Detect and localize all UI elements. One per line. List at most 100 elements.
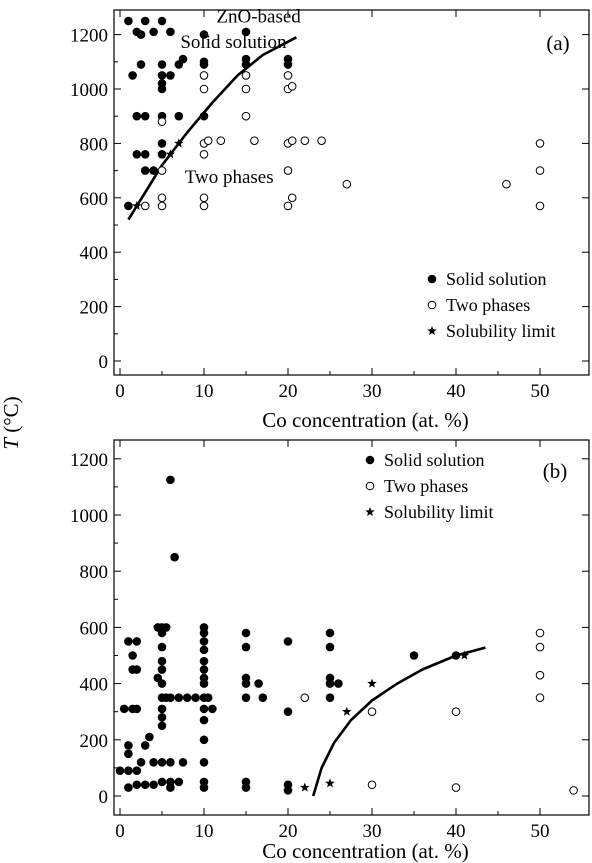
x-tick-label: 20 — [279, 381, 298, 402]
x-axis-label: Co concentration (at. %) — [262, 839, 468, 863]
series-solid-solution — [124, 16, 293, 211]
data-point — [136, 757, 146, 767]
x-tick-label: 30 — [363, 821, 382, 842]
data-point — [241, 71, 251, 80]
data-point — [132, 665, 142, 674]
data-point — [157, 117, 167, 126]
data-point — [174, 693, 184, 702]
data-point — [140, 201, 150, 211]
data-point — [203, 136, 213, 145]
legend-marker — [427, 274, 437, 284]
legend-label: Solubility limit — [384, 502, 494, 522]
data-point — [287, 193, 297, 203]
data-point — [199, 201, 209, 211]
data-point — [325, 679, 335, 688]
data-point — [199, 60, 209, 69]
data-point — [157, 139, 167, 148]
y-tick-label: 400 — [80, 675, 109, 696]
data-point — [241, 628, 251, 638]
x-tick-label: 10 — [195, 381, 214, 402]
legend-marker — [365, 455, 375, 465]
data-point — [342, 179, 352, 189]
data-point — [241, 693, 251, 702]
data-point — [199, 71, 209, 80]
data-point — [166, 71, 175, 80]
data-point — [115, 766, 125, 776]
series-solubility-limit — [300, 650, 470, 792]
data-point — [241, 60, 251, 69]
data-point — [241, 642, 251, 652]
data-point — [136, 60, 146, 69]
data-point — [199, 628, 209, 638]
solubility-fit-curve — [311, 646, 486, 797]
x-tick-label: 40 — [447, 821, 466, 842]
data-point — [367, 780, 377, 790]
data-point — [124, 766, 133, 776]
data-point — [317, 136, 326, 145]
data-point — [140, 111, 150, 121]
x-tick-label: 20 — [279, 821, 298, 842]
data-point — [165, 149, 176, 159]
shared-y-axis-label: T (°C) — [0, 396, 23, 449]
data-point — [325, 778, 335, 788]
data-point — [128, 71, 137, 80]
x-axis-label: Co concentration (at. %) — [262, 408, 468, 432]
data-point — [124, 783, 133, 792]
x-tick-label: 40 — [447, 381, 466, 402]
data-point — [157, 60, 167, 69]
data-point — [199, 84, 209, 94]
data-point — [157, 201, 167, 211]
data-point — [199, 704, 209, 714]
legend-label: Two phases — [384, 476, 468, 496]
chart-annotation: ZnO-based — [216, 6, 301, 27]
series-two-phases — [140, 71, 545, 211]
panel-a: 0 10 20 30 40 50 0 200 400 600 800 1000 1200 Co conce… — [70, 6, 590, 432]
data-point — [283, 707, 293, 716]
data-point — [409, 651, 419, 660]
data-point — [132, 766, 142, 776]
data-point — [241, 84, 251, 94]
data-point — [300, 782, 310, 792]
data-point — [157, 84, 167, 94]
data-point — [132, 637, 142, 646]
data-point — [203, 693, 213, 702]
data-point — [174, 138, 184, 148]
data-point — [241, 27, 251, 37]
data-point — [325, 693, 335, 702]
data-point — [199, 715, 209, 725]
data-point — [132, 111, 142, 121]
data-point — [535, 642, 545, 652]
data-point — [178, 54, 188, 64]
data-point — [140, 149, 150, 159]
data-point — [283, 201, 293, 211]
data-point — [136, 30, 146, 39]
data-point — [199, 645, 209, 655]
data-point — [157, 665, 167, 674]
legend-label: Solid solution — [384, 450, 485, 470]
data-point — [569, 786, 578, 795]
data-point — [258, 693, 268, 702]
panel-b: 0 10 20 30 40 50 0 200 400 600 800 1000 1200 Co conce… — [70, 439, 590, 863]
y-tick-label: 200 — [80, 731, 109, 752]
data-point — [157, 71, 167, 80]
data-point — [283, 637, 293, 646]
data-point — [124, 741, 133, 750]
legend-label: Solid solution — [446, 269, 547, 289]
data-point — [157, 193, 167, 203]
data-point — [132, 200, 142, 211]
plot-frame — [113, 9, 590, 376]
data-point — [182, 693, 192, 702]
data-point — [166, 27, 175, 37]
data-point — [208, 704, 217, 714]
data-point — [174, 777, 184, 787]
data-point — [157, 777, 167, 787]
data-point — [157, 149, 167, 159]
data-point — [216, 136, 226, 145]
data-point — [342, 706, 352, 716]
y-tick-label: 1000 — [70, 80, 108, 101]
data-point — [124, 749, 133, 759]
data-point — [145, 732, 154, 742]
data-point — [157, 656, 167, 666]
data-point — [535, 166, 545, 175]
data-point — [170, 552, 179, 562]
